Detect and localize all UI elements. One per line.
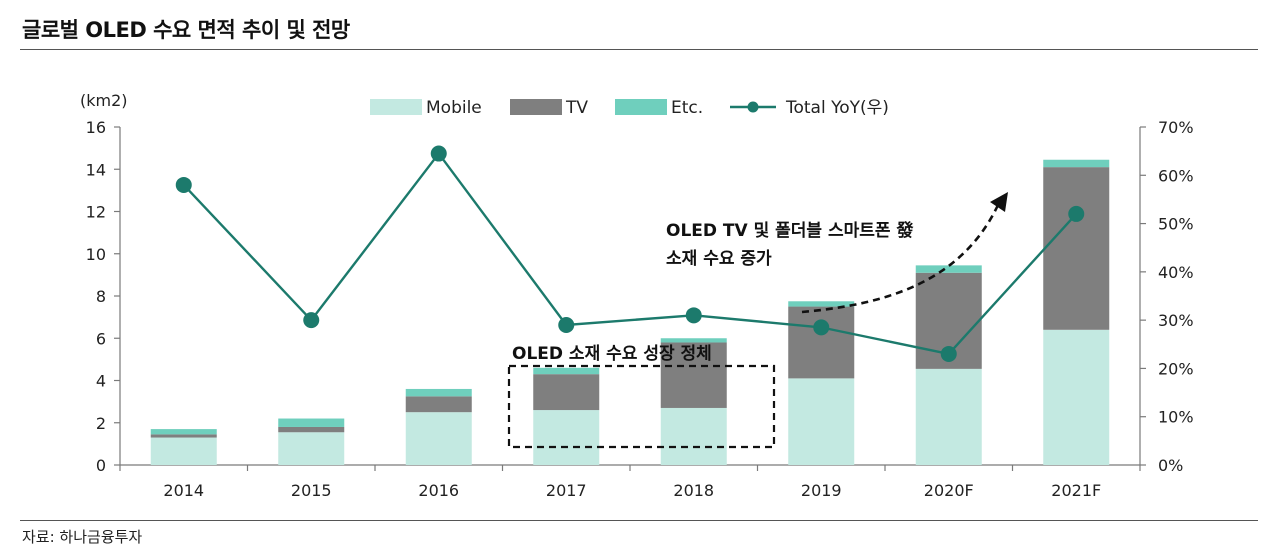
yoy-point — [1068, 205, 1085, 222]
right-tick-label: 30% — [1158, 311, 1194, 330]
legend-label: Total YoY(우) — [785, 98, 889, 118]
top-rule — [20, 49, 1258, 50]
chart-title: 글로벌 OLED 수요 면적 추이 및 전망 — [22, 18, 350, 42]
x-tick-label: 2018 — [673, 481, 714, 500]
growth-annotation-line2: 소재 수요 증가 — [666, 249, 772, 269]
bar-tv — [150, 434, 217, 438]
legend-swatch — [370, 99, 422, 115]
bar-mobile — [915, 368, 982, 465]
x-tick-label: 2019 — [801, 481, 842, 500]
bar-etc — [915, 265, 982, 273]
legend-label: Etc. — [671, 98, 703, 118]
legend: Mobile TV Etc. Total YoY(우) — [370, 98, 889, 118]
bar-etc — [533, 367, 600, 375]
legend-line-marker — [747, 101, 759, 113]
bar-mobile — [405, 412, 472, 465]
bar-mobile — [150, 437, 217, 465]
right-tick-label: 10% — [1158, 408, 1194, 427]
bar-tv — [533, 374, 600, 411]
left-tick-label: 8 — [96, 287, 106, 306]
left-tick-label: 12 — [86, 203, 106, 222]
left-tick-label: 0 — [96, 456, 106, 475]
yoy-point — [175, 176, 192, 193]
bar-etc — [660, 338, 727, 343]
stagnation-annotation-text: OLED 소재 수요 성장 정체 — [512, 344, 712, 364]
x-tick-label: 2016 — [418, 481, 459, 500]
left-tick-label: 10 — [86, 245, 106, 264]
bar-tv — [278, 426, 345, 433]
y-axis-unit-label: (km2) — [80, 91, 128, 110]
x-tick-label: 2021F — [1051, 481, 1101, 500]
growth-annotation-line1: OLED TV 및 폴더블 스마트폰 發 — [666, 220, 913, 241]
yoy-point — [940, 345, 957, 362]
yoy-point — [430, 145, 447, 162]
stagnation-dashed-box — [507, 364, 776, 449]
yoy-point — [813, 319, 830, 336]
bar-mobile — [1043, 329, 1110, 465]
right-tick-label: 50% — [1158, 215, 1194, 234]
right-tick-label: 40% — [1158, 263, 1194, 282]
x-tick-label: 2015 — [291, 481, 332, 500]
left-tick-label: 4 — [96, 372, 106, 391]
bar-tv — [405, 396, 472, 413]
right-tick-label: 70% — [1158, 118, 1194, 137]
axes: 0 2 4 6 8 10 12 14 16 0% 10% 20% 30% 40% 50% 60% 70% (km2… — [80, 91, 1194, 500]
bar-etc — [278, 418, 345, 427]
growth-arrow-head — [990, 192, 1008, 212]
bottom-rule — [20, 520, 1258, 521]
x-tick-label: 2020F — [924, 481, 974, 500]
yoy-point — [685, 307, 702, 324]
yoy-line — [175, 145, 1085, 362]
left-tick-label: 16 — [86, 118, 106, 137]
left-tick-label: 14 — [86, 160, 106, 179]
legend-swatch — [510, 99, 562, 115]
x-tick-label: 2014 — [163, 481, 204, 500]
yoy-line-path — [182, 151, 1078, 356]
bar-etc — [788, 301, 855, 307]
bar-etc — [405, 388, 472, 397]
right-tick-label: 0% — [1158, 456, 1183, 475]
yoy-point — [303, 312, 320, 329]
bar-mobile — [278, 432, 345, 465]
x-tick-label: 2017 — [546, 481, 587, 500]
yoy-point — [558, 316, 575, 333]
source-note: 자료: 하나금융투자 — [22, 528, 143, 546]
right-tick-label: 60% — [1158, 166, 1194, 185]
legend-swatch — [615, 99, 667, 115]
bar-tv — [788, 306, 855, 379]
bar-mobile — [533, 410, 600, 465]
bars — [150, 159, 1110, 465]
annotations: OLED 소재 수요 성장 정체 OLED TV 및 폴더블 스마트폰 發 소재 수… — [507, 192, 1008, 449]
left-tick-label: 2 — [96, 414, 106, 433]
bar-tv — [1043, 167, 1110, 330]
left-tick-label: 6 — [96, 329, 106, 348]
bar-etc — [1043, 159, 1110, 168]
bar-mobile — [660, 407, 727, 465]
bar-mobile — [788, 378, 855, 465]
legend-label: TV — [565, 98, 588, 118]
bar-tv — [660, 342, 727, 408]
bar-etc — [150, 429, 217, 435]
right-tick-label: 20% — [1158, 359, 1194, 378]
legend-label: Mobile — [426, 98, 482, 118]
growth-dashed-arrow — [801, 204, 1000, 314]
